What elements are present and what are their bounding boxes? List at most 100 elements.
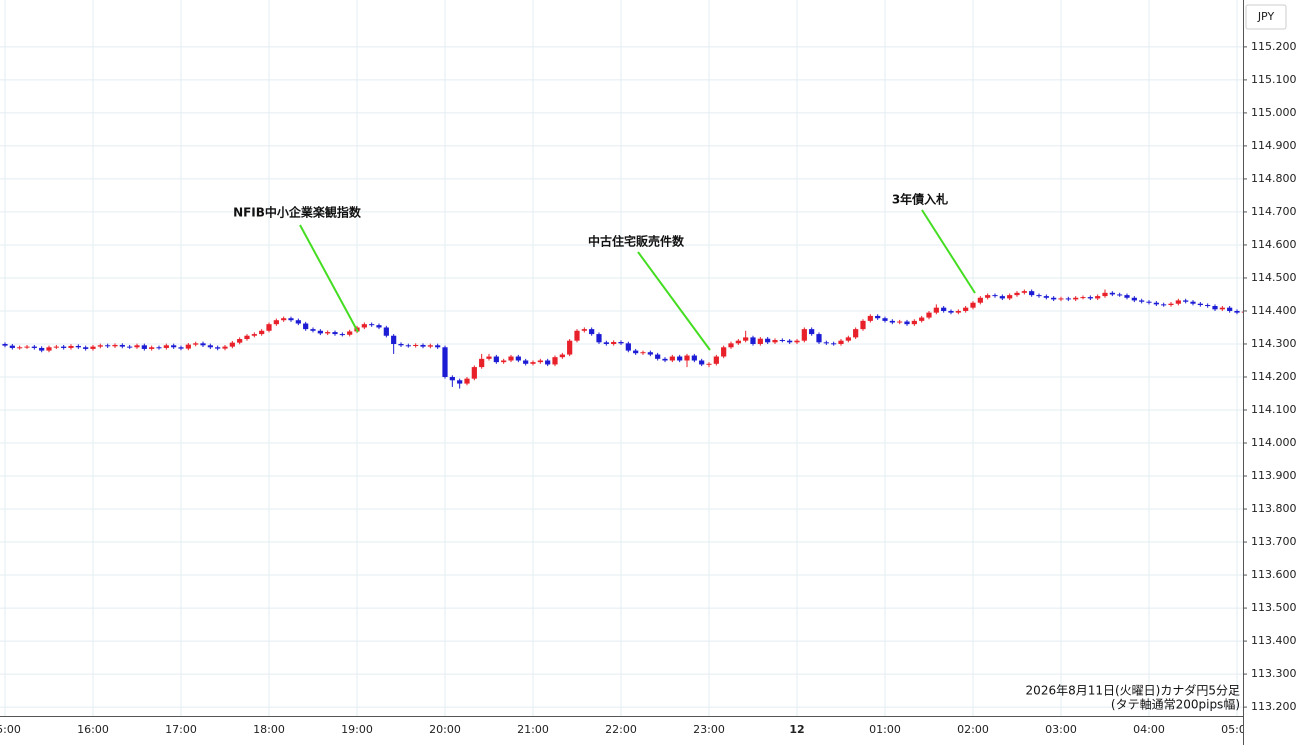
candle-body [545, 360, 551, 365]
candle-body [1131, 297, 1137, 301]
x-tick-label: 02:00 [957, 723, 989, 736]
candle-body [977, 297, 983, 303]
candle-body [691, 355, 697, 361]
candle-body [244, 335, 250, 340]
candle-body [332, 332, 338, 335]
candle-body [845, 337, 851, 341]
annotation-line [637, 251, 711, 351]
candle-body [237, 339, 243, 343]
candle-body [889, 320, 895, 323]
candle-body [442, 347, 448, 377]
candle-body [875, 315, 881, 319]
candle-body [955, 310, 961, 313]
candle-body [339, 334, 345, 336]
y-tick-label: 114.000 [1251, 436, 1297, 449]
candle-body [523, 360, 529, 364]
candle-body [325, 332, 331, 334]
y-tick-label: 114.800 [1251, 172, 1297, 185]
currency-label: JPY [1257, 10, 1275, 23]
candle-body [1161, 304, 1167, 306]
annotation: 中古住宅販売件数 [588, 234, 685, 249]
candle-body [655, 354, 661, 359]
y-tick-label: 114.700 [1251, 205, 1297, 218]
candle-body [449, 376, 455, 381]
candle-body [948, 310, 954, 313]
candle-body [288, 318, 294, 321]
candle-body [1190, 301, 1196, 304]
candle-body [508, 356, 514, 361]
y-tick-label: 115.000 [1251, 106, 1297, 119]
candle-body [970, 302, 976, 308]
candle-body [9, 345, 15, 348]
y-tick-label: 113.900 [1251, 469, 1297, 482]
candle-body [1153, 302, 1159, 305]
candle-body [1014, 292, 1020, 296]
y-tick-label: 114.600 [1251, 238, 1297, 251]
candle-body [295, 320, 301, 324]
y-tick-label: 115.100 [1251, 73, 1297, 86]
candle-body [1043, 296, 1049, 298]
y-tick-label: 114.300 [1251, 337, 1297, 350]
candle-body [1212, 306, 1218, 310]
candle-body [156, 347, 162, 349]
candle-body [112, 344, 118, 347]
candle-body [618, 341, 624, 344]
annotation: NFIB中小企業楽観指数 [233, 205, 362, 220]
y-tick-label: 114.500 [1251, 271, 1297, 284]
candle-body [1117, 294, 1123, 296]
candle-body [486, 356, 492, 359]
x-tick-label: 17:00 [165, 723, 197, 736]
candle-body [229, 342, 235, 347]
candle-body [471, 367, 477, 379]
candle-body [310, 329, 316, 331]
candle-body [1205, 305, 1211, 307]
candle-body [2, 343, 8, 346]
candle-body [530, 362, 536, 364]
candle-body [860, 320, 866, 330]
candle-body [911, 320, 917, 325]
x-tick-label: 01:00 [869, 723, 901, 736]
candle-body [662, 358, 668, 361]
candle-body [273, 320, 279, 325]
candle-body [757, 338, 763, 344]
candle-body [809, 329, 815, 335]
candle-body [149, 347, 155, 349]
candle-body [493, 356, 499, 363]
candle-body [347, 331, 353, 335]
y-tick-label: 113.500 [1251, 601, 1297, 614]
candle-body [178, 347, 184, 349]
candle-body [765, 338, 771, 343]
x-tick-label: 20:00 [429, 723, 461, 736]
candle-body [750, 337, 756, 344]
candle-body [376, 325, 382, 328]
candle-body [193, 343, 199, 345]
y-tick-label: 114.900 [1251, 139, 1297, 152]
candle-body [669, 356, 675, 361]
candle-body [1234, 310, 1240, 313]
candle-body [919, 317, 925, 321]
candle-body [743, 337, 749, 341]
candle-body [1021, 291, 1027, 293]
y-tick-label: 113.200 [1251, 700, 1297, 713]
candle-body [1058, 298, 1064, 300]
axis-panel [1243, 0, 1300, 745]
candle-body [185, 344, 191, 349]
candle-body [215, 347, 221, 349]
candle-body [794, 340, 800, 343]
candle-body [867, 315, 873, 321]
candle-body [787, 340, 793, 343]
candle-body [127, 346, 133, 348]
candle-body [1029, 291, 1035, 296]
candle-body [677, 356, 683, 361]
candle-body [713, 356, 719, 364]
candle-body [985, 295, 991, 298]
x-tick-label: 12 [789, 723, 804, 736]
candle-body [963, 307, 969, 311]
candle-body [303, 323, 309, 330]
candle-body [1051, 297, 1057, 300]
currency-box [1245, 4, 1287, 30]
candle-body [53, 346, 59, 348]
candle-body [882, 318, 888, 321]
candle-body [391, 335, 397, 344]
